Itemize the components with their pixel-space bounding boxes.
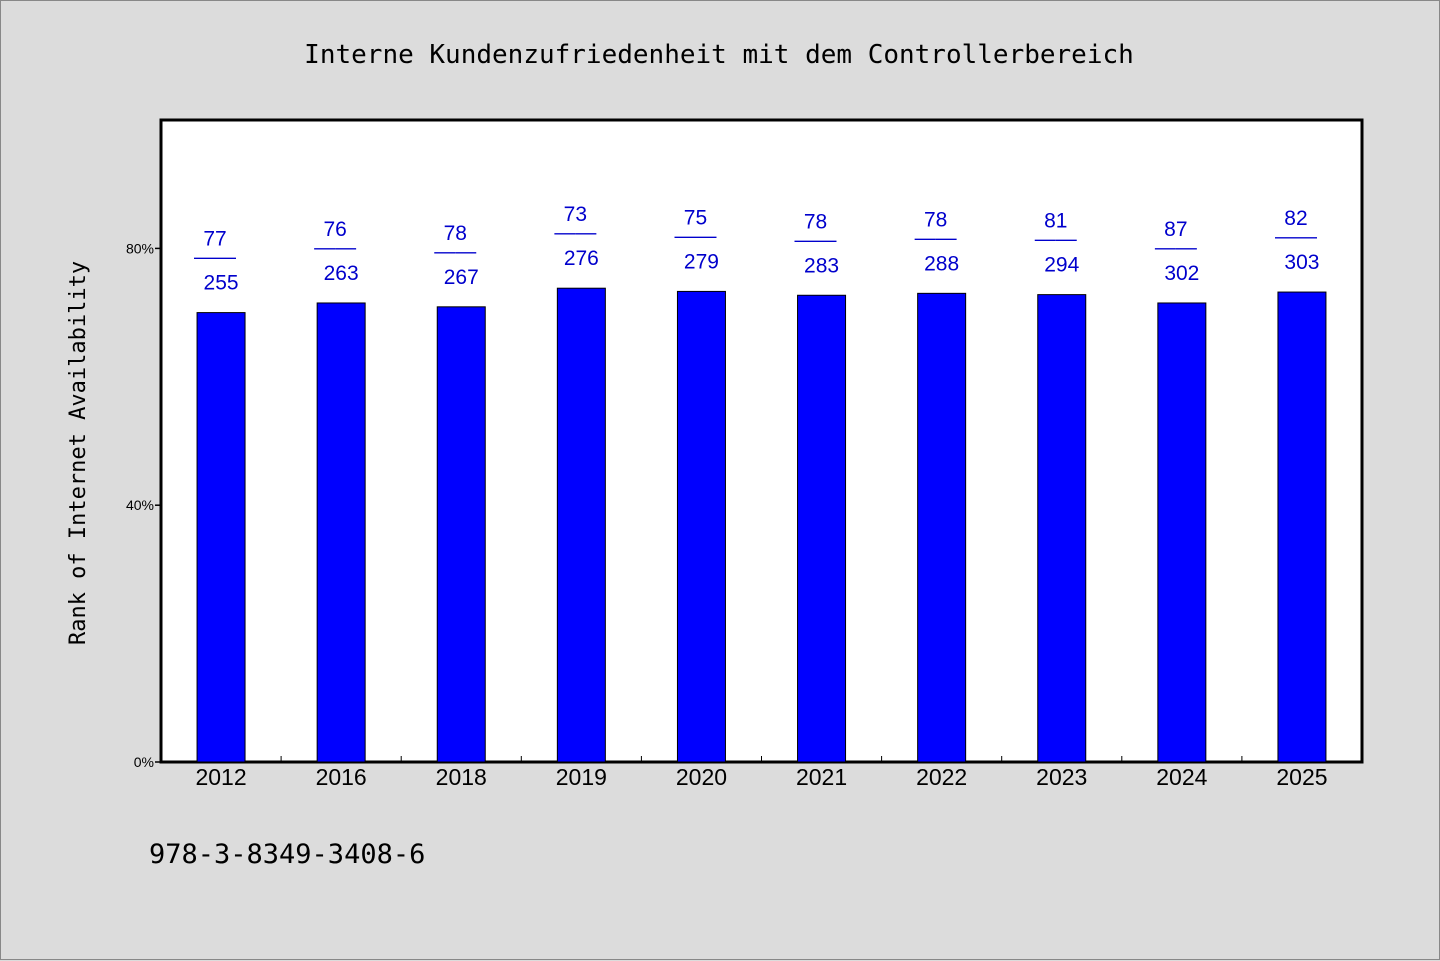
data-label-bottom: 279 (684, 250, 719, 273)
data-label-bottom: 276 (564, 247, 599, 270)
y-tick-label: 0% (134, 754, 154, 770)
data-label-top: 76 (323, 218, 346, 241)
data-label-bottom: 255 (204, 272, 239, 295)
bar-2022 (917, 292, 967, 763)
bar-2019 (556, 287, 606, 763)
data-labels: 77——25576——26378——26773——27675——27978——2… (194, 203, 1319, 294)
bar-2025 (1277, 291, 1327, 763)
y-tick-label: 40% (126, 497, 154, 513)
x-tick-label: 2021 (796, 764, 847, 790)
data-label-separator: —— (915, 226, 957, 249)
data-label-top: 78 (804, 210, 827, 233)
x-tick-label: 2019 (556, 764, 607, 790)
data-label-top: 78 (924, 208, 947, 231)
x-axis: 2012 2016 2018 2019 2020 2021 2022 2023 2024 2025 (195, 756, 1328, 790)
x-tick-label: 2012 (195, 764, 246, 790)
data-label-separator: —— (194, 246, 236, 269)
data-label-separator: —— (674, 224, 716, 247)
x-tick-label: 2022 (916, 764, 967, 790)
x-tick-label: 2016 (316, 764, 367, 790)
data-label-bottom: 267 (444, 266, 479, 289)
data-label-top: 78 (444, 222, 467, 245)
data-label-bottom: 283 (804, 254, 839, 277)
data-label-separator: —— (434, 240, 476, 263)
data-label-separator: —— (554, 221, 596, 244)
data-label-separator: —— (314, 236, 356, 259)
bar-2024 (1157, 302, 1207, 763)
data-label-separator: —— (1275, 225, 1317, 248)
data-label-top: 81 (1044, 210, 1067, 233)
data-label-top: 82 (1284, 207, 1307, 230)
y-axis: 0% 40% 80% (126, 240, 161, 770)
data-label-bottom: 288 (924, 252, 959, 275)
x-tick-label: 2023 (1036, 764, 1087, 790)
y-tick-label: 80% (126, 240, 154, 256)
bar-2016 (316, 302, 366, 763)
data-label-top: 75 (684, 206, 707, 229)
y-axis-label: Rank of Internet Availability (66, 261, 91, 645)
isbn-text: 978-3-8349-3408-6 (149, 839, 425, 870)
data-label-top: 77 (203, 228, 226, 251)
bar-2018 (436, 306, 486, 763)
x-tick-label: 2024 (1156, 764, 1207, 790)
bar-series (196, 287, 1327, 763)
x-tick-label: 2020 (676, 764, 727, 790)
data-label-top: 87 (1164, 218, 1187, 241)
bar-2012 (196, 312, 246, 763)
data-label-separator: —— (795, 228, 837, 251)
data-label-bottom: 303 (1284, 251, 1319, 274)
bar-2023 (1037, 294, 1087, 763)
data-label-bottom: 294 (1044, 254, 1079, 277)
bar-2020 (676, 290, 726, 763)
x-tick-label: 2025 (1276, 764, 1327, 790)
bar-2021 (797, 294, 847, 763)
x-tick-label: 2018 (436, 764, 487, 790)
data-label-top: 73 (564, 203, 587, 226)
data-label-bottom: 263 (324, 262, 359, 285)
data-label-separator: —— (1035, 228, 1077, 251)
data-label-bottom: 302 (1164, 262, 1199, 285)
data-label-separator: —— (1155, 236, 1197, 259)
chart-title: Interne Kundenzufriedenheit mit dem Cont… (304, 40, 1134, 70)
